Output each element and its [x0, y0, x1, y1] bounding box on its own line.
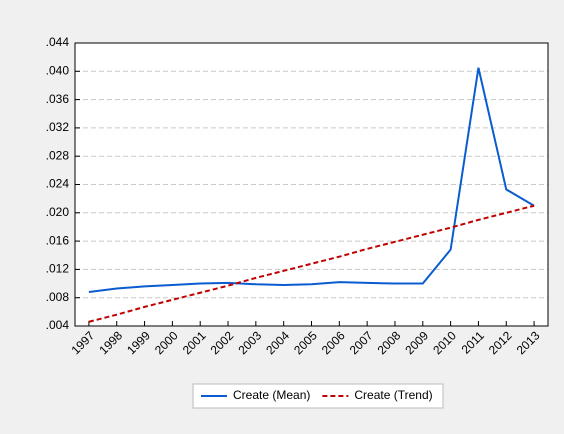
y-tick-label: .036	[46, 92, 70, 106]
series-line	[88, 204, 535, 323]
y-tick-label: .044	[46, 35, 70, 49]
y-tick-label: .040	[46, 63, 70, 77]
legend-box	[192, 383, 444, 409]
y-tick-label: .016	[46, 233, 70, 247]
y-tick-label: .008	[46, 290, 70, 304]
y-tick-label: .012	[46, 262, 70, 276]
legend-label: Create (Mean)	[233, 388, 310, 402]
legend-label: Create (Trend)	[354, 388, 432, 402]
plot-frame	[74, 42, 549, 327]
y-tick-label: .032	[46, 120, 70, 134]
y-tick-label: .028	[46, 148, 70, 162]
y-tick-label: .020	[46, 205, 70, 219]
y-tick-label: .024	[46, 177, 70, 191]
y-tick-label: .004	[46, 318, 70, 332]
series-line	[88, 67, 535, 294]
